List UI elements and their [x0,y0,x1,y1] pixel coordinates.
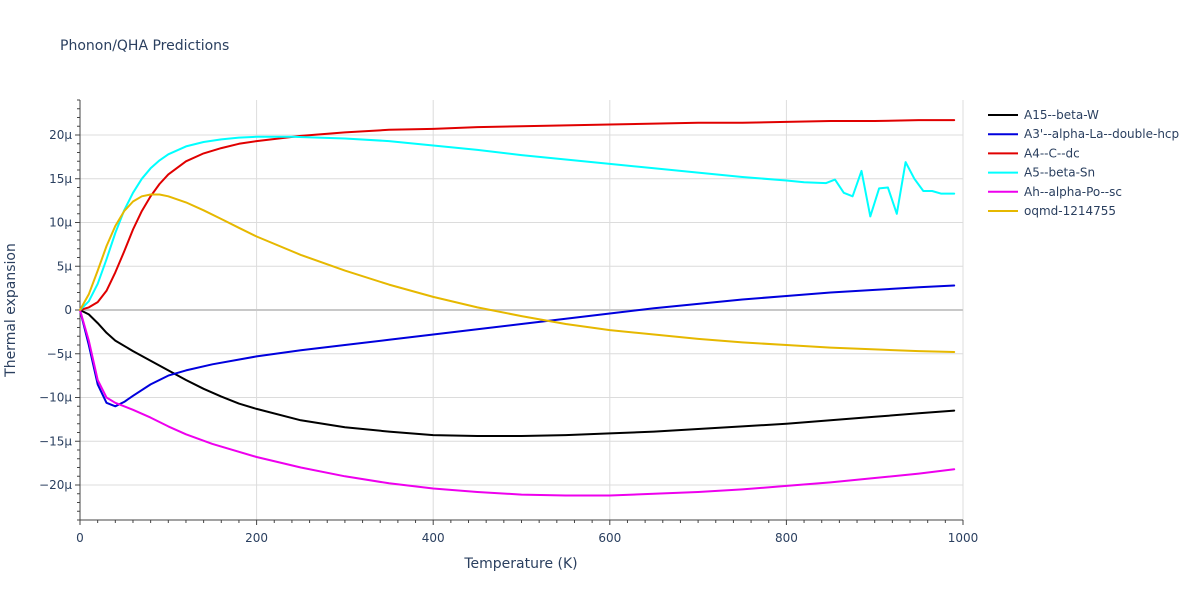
legend-item[interactable]: A3'--alpha-La--double-hcp [988,127,1179,141]
legend-item[interactable]: A15--beta-W [988,108,1099,122]
axis-layer [75,99,964,525]
x-tick-label: 200 [245,531,268,545]
y-tick-label: 5μ [57,259,73,273]
legend-item[interactable]: A5--beta-Sn [988,166,1095,180]
legend-item[interactable]: oqmd-1214755 [988,204,1116,218]
y-tick-label: −5μ [47,347,73,361]
legend-label: A3'--alpha-La--double-hcp [1024,127,1179,141]
x-tick-label: 400 [422,531,445,545]
x-tick-label: 800 [775,531,798,545]
legend-label: A4--C--dc [1024,146,1080,160]
y-tick-label: −20μ [39,478,72,492]
legend-item[interactable]: Ah--alpha-Po--sc [988,185,1122,199]
legend-label: A15--beta-W [1024,108,1099,122]
legend-label: Ah--alpha-Po--sc [1024,185,1122,199]
grid-layer [80,100,964,520]
series-line-oqmd-1214755[interactable] [79,193,956,353]
x-tick-label: 600 [598,531,621,545]
x-axis-title: Temperature (K) [463,556,577,572]
legend-label: A5--beta-Sn [1024,166,1095,180]
y-tick-label: −15μ [39,434,72,448]
y-tick-label: −10μ [39,391,72,405]
tick-label-layer: 0 200 400 600 800 1000 −20μ −15μ −10μ −5μ 0 5μ 10μ 15… [39,128,978,545]
y-tick-label: 20μ [49,128,72,142]
y-axis-title: Thermal expansion [3,243,19,378]
series-line-a5-beta-sn[interactable] [79,135,956,311]
y-tick-label: 10μ [49,216,72,230]
series-line-a4-c-dc[interactable] [79,119,956,311]
series-line-a15-beta-w[interactable] [79,309,956,437]
series-line-a3-alpha-la-double-hcp[interactable] [79,284,956,408]
legend-item[interactable]: A4--C--dc [988,146,1080,160]
y-tick-label: 15μ [49,172,72,186]
legend-label: oqmd-1214755 [1024,204,1116,218]
chart-title: Phonon/QHA Predictions [60,38,229,54]
y-tick-label: 0 [64,303,72,317]
x-tick-label: 0 [76,531,84,545]
series-line-ah-alpha-po-sc[interactable] [79,309,956,497]
x-tick-label: 1000 [948,531,979,545]
legend[interactable]: A15--beta-W A3'--alpha-La--double-hcp A4--… [988,108,1179,218]
series-layer [79,119,956,497]
